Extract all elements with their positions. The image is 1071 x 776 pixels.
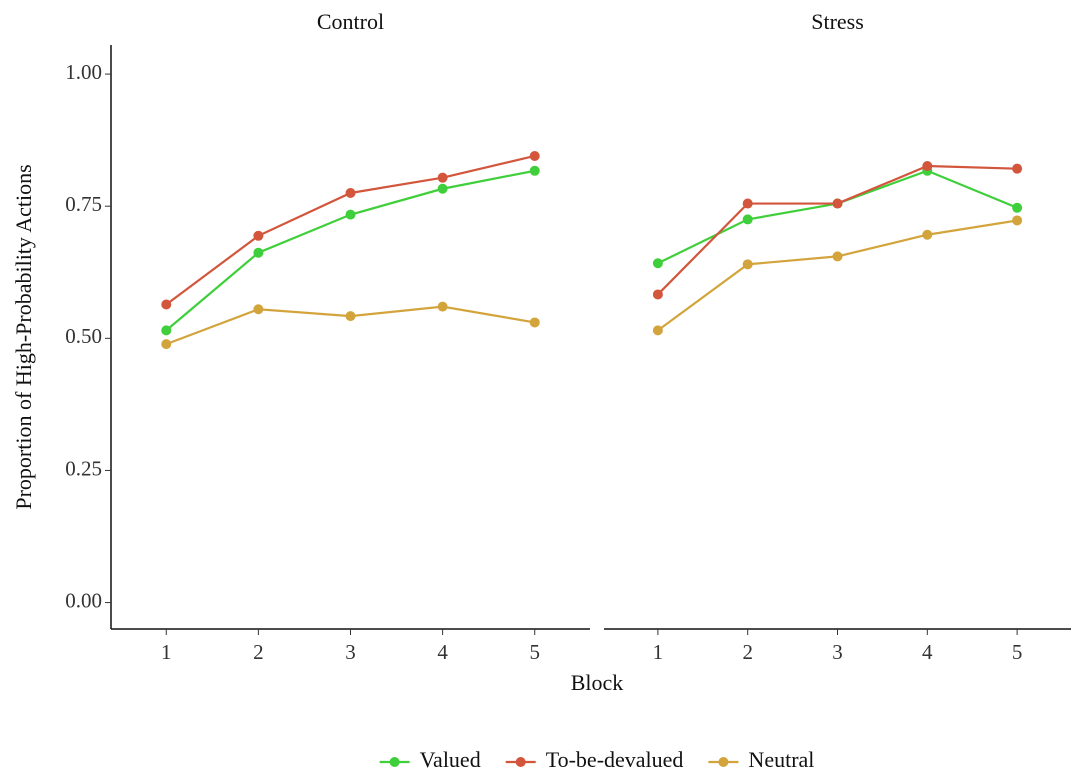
x-tick-label: 3 [345,640,356,664]
data-point [345,187,356,198]
data-point [529,165,540,176]
data-point [1012,202,1023,213]
x-tick-label: 2 [742,640,753,664]
series-line [657,169,1018,265]
legend-label: Valued [420,747,481,772]
data-point [652,258,663,269]
y-tick-label: 0.75 [65,192,102,216]
x-tick-label: 4 [922,640,933,664]
legend-item: Neutral [708,747,814,772]
data-point [345,209,356,220]
data-point [832,251,843,262]
legend-dot [389,757,400,767]
x-tick-label: 5 [529,640,540,664]
legend-dot [718,757,729,767]
data-point [742,214,753,225]
legend-label: Neutral [748,747,814,772]
data-point [529,150,540,161]
y-tick-label: 1.00 [65,60,102,84]
data-point [922,229,933,240]
data-point [529,317,540,328]
data-point [253,247,264,258]
data-point [253,230,264,241]
x-tick-label: 2 [253,640,264,664]
data-point [742,198,753,209]
data-point [161,339,172,350]
panel-title: Stress [811,9,864,34]
x-tick-label: 1 [161,640,172,664]
data-point [253,304,264,315]
y-tick-label: 0.00 [65,588,102,612]
x-tick-label: 3 [832,640,843,664]
data-point [437,183,448,194]
x-tick-label: 5 [1012,640,1023,664]
data-point [1012,215,1023,226]
data-point [437,172,448,183]
data-point [1012,163,1023,174]
x-tick-label: 4 [437,640,448,664]
legend-item: To-be-devalued [505,747,684,772]
x-tick-label: 1 [653,640,664,664]
data-point [161,299,172,310]
series-line [165,154,535,306]
data-point [832,198,843,209]
data-point [742,259,753,270]
legend-label: To-be-devalued [546,747,684,772]
y-tick-label: 0.25 [65,456,102,480]
legend-dot [515,757,526,767]
data-point [652,289,663,300]
x-axis-label: Block [571,670,624,695]
data-point [437,301,448,312]
data-point [161,325,172,336]
y-axis-label: Proportion of High-Probability Actions [11,164,36,509]
data-point [922,161,933,172]
legend-item: Valued [379,747,481,772]
panel-title: Control [317,9,384,34]
data-point [345,311,356,322]
data-point [652,325,663,336]
y-tick-label: 0.50 [65,324,102,348]
